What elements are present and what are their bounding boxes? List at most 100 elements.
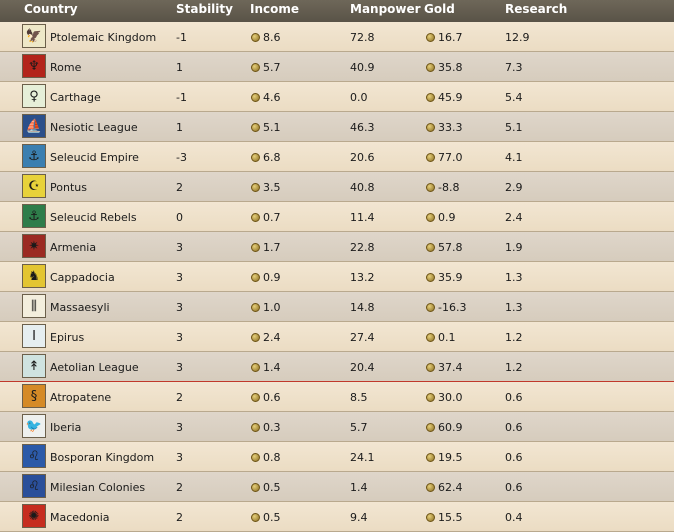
header-stability[interactable]: Stability xyxy=(176,2,233,16)
country-name-value: Macedonia xyxy=(50,511,110,524)
income-cell-value: 3.5 xyxy=(263,181,281,194)
coin-icon xyxy=(251,453,260,462)
table-row[interactable]: § Atropatene 2 0.6 8.5 30.0 0.6 xyxy=(0,382,674,412)
research-cell: 5.4 xyxy=(505,91,523,104)
header-gold[interactable]: Gold xyxy=(424,2,455,16)
flag-icon[interactable]: ⚓ xyxy=(22,144,46,168)
flag-icon[interactable]: ⚓ xyxy=(22,204,46,228)
manpower-cell-value: 5.7 xyxy=(350,421,368,434)
table-row[interactable]: ↟ Aetolian League 3 1.4 20.4 37.4 1.2 xyxy=(0,352,674,382)
stability-cell-value: 1 xyxy=(176,61,183,74)
coin-icon xyxy=(251,93,260,102)
research-cell: 2.4 xyxy=(505,211,523,224)
manpower-cell: 40.9 xyxy=(350,61,375,74)
income-cell-value: 0.3 xyxy=(263,421,281,434)
coin-icon xyxy=(426,93,435,102)
income-cell: 0.8 xyxy=(251,451,281,464)
flag-icon[interactable]: ♌ xyxy=(22,444,46,468)
flag-icon[interactable]: ✺ xyxy=(22,504,46,528)
income-cell-value: 0.6 xyxy=(263,391,281,404)
income-cell: 1.7 xyxy=(251,241,281,254)
gold-cell-value: 0.9 xyxy=(438,211,456,224)
flag-icon[interactable]: 🐦 xyxy=(22,414,46,438)
manpower-cell-value: 24.1 xyxy=(350,451,375,464)
stability-cell-value: 3 xyxy=(176,421,183,434)
country-name-value: Carthage xyxy=(50,91,101,104)
table-row[interactable]: ♌ Milesian Colonies 2 0.5 1.4 62.4 0.6 xyxy=(0,472,674,502)
research-cell-value: 0.6 xyxy=(505,421,523,434)
stability-cell: 2 xyxy=(176,391,183,404)
stability-cell: 3 xyxy=(176,271,183,284)
table-row[interactable]: ⚓ Seleucid Rebels 0 0.7 11.4 0.9 2.4 xyxy=(0,202,674,232)
country-name: Rome xyxy=(50,61,81,74)
stability-cell-value: 2 xyxy=(176,481,183,494)
stability-cell: -3 xyxy=(176,151,187,164)
flag-icon[interactable]: ✷ xyxy=(22,234,46,258)
flag-icon[interactable]: § xyxy=(22,384,46,408)
table-row[interactable]: 🐦 Iberia 3 0.3 5.7 60.9 0.6 xyxy=(0,412,674,442)
manpower-cell: 0.0 xyxy=(350,91,368,104)
table-row[interactable]: ♞ Cappadocia 3 0.9 13.2 35.9 1.3 xyxy=(0,262,674,292)
serpent-icon: § xyxy=(30,388,38,404)
income-cell: 0.3 xyxy=(251,421,281,434)
flag-icon[interactable]: ♌ xyxy=(22,474,46,498)
flag-icon[interactable]: ↟ xyxy=(22,354,46,378)
stability-cell-value: -3 xyxy=(176,151,187,164)
table-row[interactable]: ⚓ Seleucid Empire -3 6.8 20.6 77.0 4.1 xyxy=(0,142,674,172)
stability-cell-value: 3 xyxy=(176,301,183,314)
flag-icon[interactable]: 🦅 xyxy=(22,24,46,48)
manpower-cell: 46.3 xyxy=(350,121,375,134)
manpower-cell: 72.8 xyxy=(350,31,375,44)
coin-icon xyxy=(426,453,435,462)
coin-icon xyxy=(251,363,260,372)
stability-cell: 3 xyxy=(176,421,183,434)
table-row[interactable]: 🦅 Ptolemaic Kingdom -1 8.6 72.8 16.7 12.9 xyxy=(0,22,674,52)
country-name-value: Aetolian League xyxy=(50,361,139,374)
country-name: Massaesyli xyxy=(50,301,110,314)
flag-icon[interactable]: ⫼ xyxy=(22,294,46,318)
coin-icon xyxy=(251,393,260,402)
manpower-cell: 9.4 xyxy=(350,511,368,524)
flag-icon[interactable]: ⛵ xyxy=(22,114,46,138)
stability-cell-value: 0 xyxy=(176,211,183,224)
flag-icon[interactable]: ♆ xyxy=(22,54,46,78)
header-country[interactable]: Country xyxy=(24,2,78,16)
header-manpower[interactable]: Manpower xyxy=(350,2,421,16)
table-row[interactable]: ♆ Rome 1 5.7 40.9 35.8 7.3 xyxy=(0,52,674,82)
stability-cell-value: 1 xyxy=(176,121,183,134)
income-cell: 5.7 xyxy=(251,61,281,74)
flag-icon[interactable]: ☪ xyxy=(22,174,46,198)
gold-cell: 15.5 xyxy=(426,511,463,524)
research-cell: 5.1 xyxy=(505,121,523,134)
table-row[interactable]: Ι Epirus 3 2.4 27.4 0.1 1.2 xyxy=(0,322,674,352)
table-row[interactable]: ⛵ Nesiotic League 1 5.1 46.3 33.3 5.1 xyxy=(0,112,674,142)
manpower-cell-value: 14.8 xyxy=(350,301,375,314)
flag-icon[interactable]: Ι xyxy=(22,324,46,348)
table-row[interactable]: ♌ Bosporan Kingdom 3 0.8 24.1 19.5 0.6 xyxy=(0,442,674,472)
manpower-cell-value: 9.4 xyxy=(350,511,368,524)
flag-icon[interactable]: ♀ xyxy=(22,84,46,108)
table-row[interactable]: ⫼ Massaesyli 3 1.0 14.8 -16.3 1.3 xyxy=(0,292,674,322)
manpower-cell: 8.5 xyxy=(350,391,368,404)
header-income[interactable]: Income xyxy=(250,2,300,16)
country-name: Nesiotic League xyxy=(50,121,138,134)
spear-icon: ↟ xyxy=(28,358,40,374)
table-row[interactable]: ✺ Macedonia 2 0.5 9.4 15.5 0.4 xyxy=(0,502,674,532)
star-crescent-icon: ☪ xyxy=(28,178,40,194)
flag-icon[interactable]: ♞ xyxy=(22,264,46,288)
income-cell-value: 4.6 xyxy=(263,91,281,104)
research-cell: 0.6 xyxy=(505,391,523,404)
manpower-cell: 1.4 xyxy=(350,481,368,494)
manpower-cell-value: 46.3 xyxy=(350,121,375,134)
manpower-cell-value: 40.8 xyxy=(350,181,375,194)
table-row[interactable]: ✷ Armenia 3 1.7 22.8 57.8 1.9 xyxy=(0,232,674,262)
research-cell: 2.9 xyxy=(505,181,523,194)
table-row[interactable]: ☪ Pontus 2 3.5 40.8 -8.8 2.9 xyxy=(0,172,674,202)
header-research[interactable]: Research xyxy=(505,2,568,16)
stability-cell-value: 3 xyxy=(176,331,183,344)
table-row[interactable]: ♀ Carthage -1 4.6 0.0 45.9 5.4 xyxy=(0,82,674,112)
coin-icon xyxy=(251,423,260,432)
country-name: Epirus xyxy=(50,331,84,344)
stability-cell-value: -1 xyxy=(176,91,187,104)
research-cell: 0.4 xyxy=(505,511,523,524)
